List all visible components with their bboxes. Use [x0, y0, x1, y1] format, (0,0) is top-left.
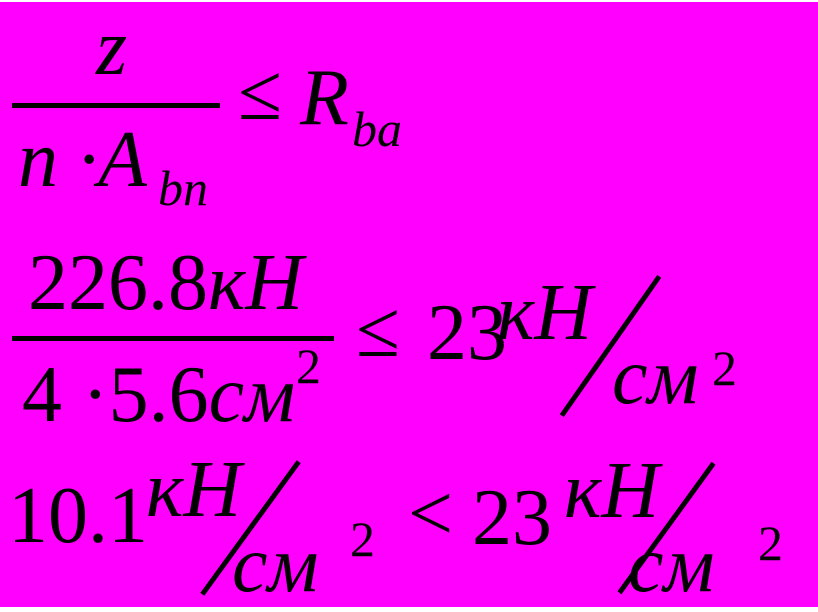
formula2-denominator-value: 4 ·5.6	[22, 351, 209, 439]
formula2-denominator-exponent: 2	[296, 338, 321, 394]
formula1-fraction-bar	[12, 103, 220, 108]
formula2-rhs-unit-numerator: кН	[497, 269, 593, 357]
formula2-numerator-value: 226.8	[28, 239, 208, 327]
formula2-denominator-unit: см	[208, 351, 296, 439]
formula1-numerator: z	[96, 4, 128, 92]
formula2-rhs-unit-denominator: см	[612, 333, 699, 421]
page-bottom-margin	[0, 607, 818, 612]
formula2-rhs-value: 23	[427, 289, 507, 377]
formula3-lhs-value: 10.1	[8, 472, 148, 560]
formula3-rhs-unit-numerator: кН	[564, 447, 660, 535]
formula2-relation-leq: ≤	[356, 286, 400, 374]
formula2-fraction-bar	[12, 336, 334, 341]
formula2-numerator-unit: кН	[208, 239, 304, 327]
formula1-denominator: n ·A	[18, 116, 147, 204]
formula3-rhs-unit-exponent: 2	[758, 515, 783, 571]
formula3-lhs-unit-denominator: см	[232, 521, 319, 609]
formula3-rhs-value: 23	[472, 474, 552, 562]
formula1-relation-leq: ≤	[238, 49, 282, 137]
formula2-denominator: 4 ·5.6см	[22, 355, 295, 435]
formula3-lhs-unit-exponent: 2	[350, 511, 375, 567]
formula2-rhs-unit-exponent: 2	[712, 340, 737, 396]
formula3-relation-lt: <	[408, 470, 454, 558]
formula3-lhs-unit-numerator: кН	[146, 446, 242, 534]
page-top-margin	[0, 0, 818, 2]
formula1-denominator-subscript: bn	[158, 160, 208, 216]
formula3-rhs-unit-denominator: см	[628, 521, 715, 609]
formula2-numerator: 226.8кН	[28, 243, 303, 323]
formula1-rhs-subscript: ba	[352, 101, 402, 157]
formula1-rhs-symbol: R	[300, 54, 349, 142]
